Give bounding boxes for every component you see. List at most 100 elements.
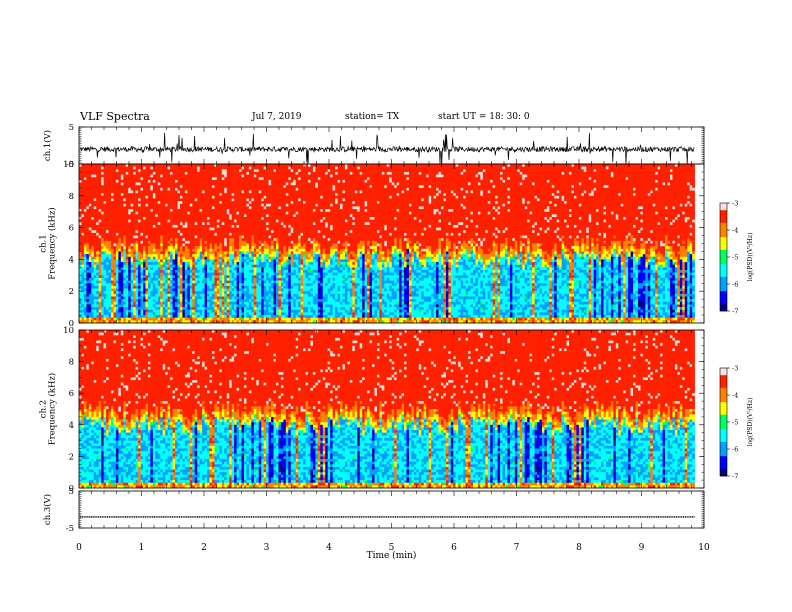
spectrogram-cell (227, 172, 230, 175)
spectrogram-cell (79, 214, 82, 217)
spectrogram-cell (94, 315, 97, 318)
spectrogram-cell (106, 198, 109, 201)
spectrogram-cell (168, 283, 171, 286)
spectrogram-cell (81, 318, 84, 321)
spectrogram-cell (165, 315, 168, 318)
spectrogram-cell (101, 228, 104, 231)
spectrogram-cell (113, 201, 116, 204)
spectrogram-cell (200, 278, 203, 281)
spectrogram-cell (195, 225, 198, 228)
spectrogram-cell (168, 236, 171, 239)
spectrogram-cell (91, 312, 94, 315)
spectrogram-cell (155, 241, 158, 244)
spectrogram-cell (217, 169, 220, 172)
spectrogram-cell (224, 164, 227, 167)
spectrogram-cell (138, 307, 141, 310)
spectrogram-cell (217, 206, 220, 209)
spectrogram-cell (232, 206, 235, 209)
spectrogram-cell (99, 233, 102, 236)
spectrogram-cell (145, 278, 148, 281)
spectrogram-cell (210, 236, 213, 239)
spectrogram-cell (178, 270, 181, 273)
spectrogram-cell (106, 265, 109, 268)
spectrogram-cell (217, 254, 220, 257)
spectrogram-cell (113, 180, 116, 183)
spectrogram-cell (84, 254, 87, 257)
spectrogram-cell (232, 175, 235, 178)
spectrogram-cell (141, 257, 144, 260)
spectrogram-cell (163, 257, 166, 260)
spectrogram-cell (106, 249, 109, 252)
spectrogram-cell (200, 206, 203, 209)
spectrogram-cell (133, 198, 136, 201)
spectrogram-cell (86, 278, 89, 281)
spectrogram-cell (234, 275, 237, 278)
spectrogram-cell (126, 177, 129, 180)
spectrogram-cell (99, 177, 102, 180)
spectrogram-cell (136, 302, 139, 305)
spectrogram-cell (173, 191, 176, 194)
spectrogram-cell (79, 259, 82, 262)
spectrogram-cell (160, 164, 163, 167)
spectrogram-cell (136, 262, 139, 265)
spectrogram-cell (138, 257, 141, 260)
spectrogram-cell (200, 204, 203, 207)
spectrogram-cell (145, 214, 148, 217)
spectrogram-cell (178, 214, 181, 217)
spectrogram-cell (89, 289, 92, 292)
spectrogram-cell (79, 315, 82, 318)
spectrogram-cell (210, 267, 213, 270)
spectrogram-cell (143, 191, 146, 194)
spectrogram-cell (84, 191, 87, 194)
spectrogram-cell (128, 281, 131, 284)
spectrogram-cell (229, 177, 232, 180)
spectrogram-cell (150, 251, 153, 254)
spectrogram-cell (227, 302, 230, 305)
spectrogram-cell (138, 267, 141, 270)
spectrogram-cell (131, 278, 134, 281)
spectrogram-cell (143, 304, 146, 307)
spectrogram-cell (86, 212, 89, 215)
spectrogram-cell (160, 297, 163, 300)
spectrogram-cell (89, 222, 92, 225)
spectrogram-cell (229, 273, 232, 276)
spectrogram-cell (158, 204, 161, 207)
spectrogram-cell (158, 275, 161, 278)
spectrogram-cell (84, 310, 87, 313)
spectrogram-cell (222, 254, 225, 257)
spectrogram-cell (86, 180, 89, 183)
spectrogram-cell (234, 175, 237, 178)
spectrogram-cell (214, 286, 217, 289)
spectrogram-cell (160, 209, 163, 212)
spectrogram-cell (153, 304, 156, 307)
spectrogram-cell (227, 233, 230, 236)
spectrogram-cell (180, 188, 183, 191)
spectrogram-cell (200, 307, 203, 310)
spectrogram-cell (150, 244, 153, 247)
spectrogram-cell (138, 191, 141, 194)
spectrogram-cell (165, 175, 168, 178)
spectrogram-cell (111, 212, 114, 215)
spectrogram-cell (224, 257, 227, 260)
spectrogram-cell (234, 220, 237, 223)
spectrogram-cell (133, 228, 136, 231)
spectrogram-cell (121, 304, 124, 307)
spectrogram-cell (153, 177, 156, 180)
spectrogram-cell (202, 283, 205, 286)
spectrogram-cell (175, 183, 178, 186)
spectrogram-cell (153, 281, 156, 284)
spectrogram-cell (170, 299, 173, 302)
spectrogram-cell (123, 167, 126, 170)
spectrogram-cell (158, 180, 161, 183)
spectrogram-cell (212, 169, 215, 172)
spectrogram-cell (145, 193, 148, 196)
spectrogram-cell (99, 169, 102, 172)
spectrogram-cell (118, 241, 121, 244)
spectrogram-cell (116, 214, 119, 217)
spectrogram-cell (148, 164, 151, 167)
spectrogram-cell (86, 183, 89, 186)
spectrogram-cell (210, 188, 213, 191)
spectrogram-cell (116, 275, 119, 278)
spectrogram-cell (212, 257, 215, 260)
spectrogram-cell (237, 172, 240, 175)
